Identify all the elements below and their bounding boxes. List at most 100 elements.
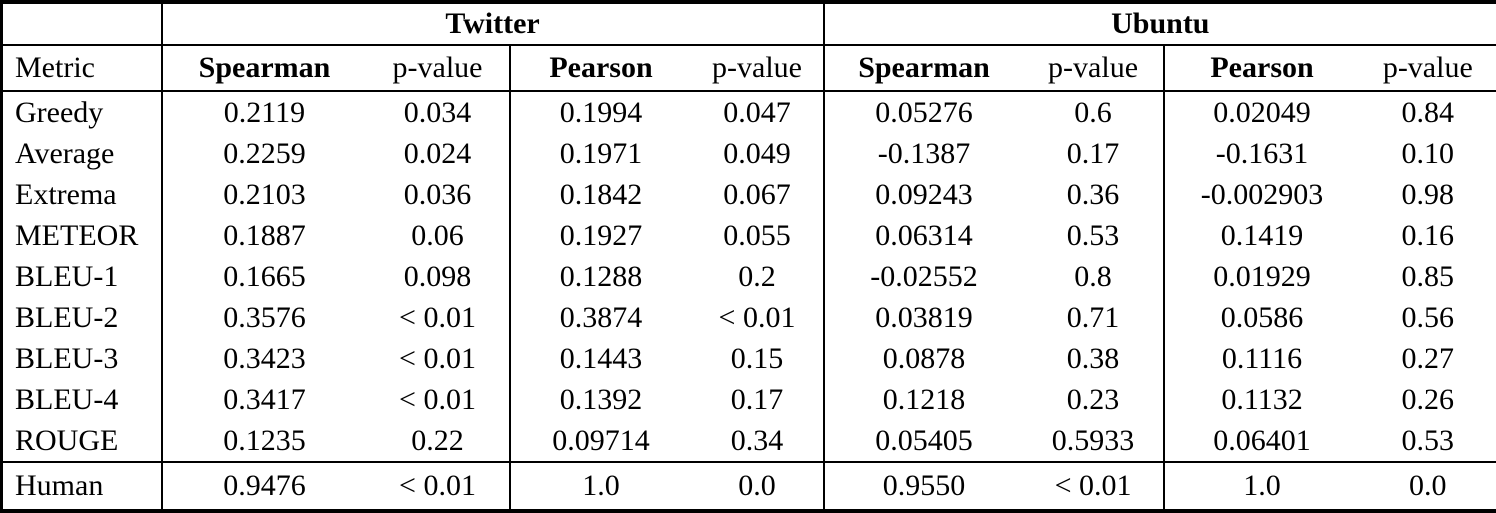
value-cell: 0.02049 xyxy=(1164,91,1360,133)
col-header-ubuntu-pearson: Pearson xyxy=(1164,45,1360,91)
value-cell: 0.1887 xyxy=(162,215,367,256)
value-cell: 1.0 xyxy=(1164,462,1360,511)
value-cell: 0.38 xyxy=(1024,338,1164,379)
value-cell: 0.2 xyxy=(692,256,824,297)
value-cell: 0.09243 xyxy=(824,174,1024,215)
group-header-twitter: Twitter xyxy=(162,2,824,45)
value-cell: 0.1116 xyxy=(1164,338,1360,379)
value-cell: 0.1288 xyxy=(510,256,692,297)
col-header-twitter-spearman-pvalue: p-value xyxy=(367,45,510,91)
table-row-greedy: Greedy 0.2119 0.034 0.1994 0.047 0.05276… xyxy=(2,91,1496,133)
value-cell: 0.53 xyxy=(1024,215,1164,256)
value-cell: 0.0586 xyxy=(1164,297,1360,338)
metric-label: Extrema xyxy=(2,174,162,215)
value-cell: 0.9550 xyxy=(824,462,1024,511)
value-cell: 0.36 xyxy=(1024,174,1164,215)
value-cell: 0.1443 xyxy=(510,338,692,379)
value-cell: 0.22 xyxy=(367,420,510,462)
table-row-bleu4: BLEU-4 0.3417 < 0.01 0.1392 0.17 0.1218 … xyxy=(2,379,1496,420)
value-cell: 0.34 xyxy=(692,420,824,462)
value-cell: 0.06 xyxy=(367,215,510,256)
value-cell: 0.03819 xyxy=(824,297,1024,338)
table-row-bleu2: BLEU-2 0.3576 < 0.01 0.3874 < 0.01 0.038… xyxy=(2,297,1496,338)
value-cell: 0.5933 xyxy=(1024,420,1164,462)
column-header-row: Metric Spearman p-value Pearson p-value … xyxy=(2,45,1496,91)
value-cell: 0.01929 xyxy=(1164,256,1360,297)
table-row-human: Human 0.9476 < 0.01 1.0 0.0 0.9550 < 0.0… xyxy=(2,462,1496,511)
table-row-meteor: METEOR 0.1887 0.06 0.1927 0.055 0.06314 … xyxy=(2,215,1496,256)
table-row-extrema: Extrema 0.2103 0.036 0.1842 0.067 0.0924… xyxy=(2,174,1496,215)
value-cell: 0.055 xyxy=(692,215,824,256)
value-cell: < 0.01 xyxy=(367,338,510,379)
table-row-bleu3: BLEU-3 0.3423 < 0.01 0.1443 0.15 0.0878 … xyxy=(2,338,1496,379)
value-cell: < 0.01 xyxy=(692,297,824,338)
value-cell: 0.0 xyxy=(692,462,824,511)
value-cell: 0.16 xyxy=(1360,215,1496,256)
value-cell: 0.84 xyxy=(1360,91,1496,133)
value-cell: -0.002903 xyxy=(1164,174,1360,215)
value-cell: < 0.01 xyxy=(367,297,510,338)
value-cell: 0.024 xyxy=(367,133,510,174)
value-cell: 0.17 xyxy=(692,379,824,420)
corner-cell xyxy=(2,2,162,45)
value-cell: 0.9476 xyxy=(162,462,367,511)
table-row-average: Average 0.2259 0.024 0.1971 0.049 -0.138… xyxy=(2,133,1496,174)
value-cell: 0.3576 xyxy=(162,297,367,338)
table-row-bleu1: BLEU-1 0.1665 0.098 0.1288 0.2 -0.02552 … xyxy=(2,256,1496,297)
col-header-twitter-pearson: Pearson xyxy=(510,45,692,91)
value-cell: 0.15 xyxy=(692,338,824,379)
value-cell: 0.09714 xyxy=(510,420,692,462)
col-header-ubuntu-spearman-pvalue: p-value xyxy=(1024,45,1164,91)
value-cell: 0.8 xyxy=(1024,256,1164,297)
value-cell: 0.26 xyxy=(1360,379,1496,420)
metric-label: BLEU-4 xyxy=(2,379,162,420)
value-cell: 1.0 xyxy=(510,462,692,511)
value-cell: -0.1631 xyxy=(1164,133,1360,174)
value-cell: 0.06401 xyxy=(1164,420,1360,462)
value-cell: -0.02552 xyxy=(824,256,1024,297)
value-cell: 0.1132 xyxy=(1164,379,1360,420)
metric-label: METEOR xyxy=(2,215,162,256)
value-cell: 0.1665 xyxy=(162,256,367,297)
value-cell: < 0.01 xyxy=(367,379,510,420)
value-cell: 0.10 xyxy=(1360,133,1496,174)
value-cell: 0.3423 xyxy=(162,338,367,379)
value-cell: 0.27 xyxy=(1360,338,1496,379)
value-cell: 0.1971 xyxy=(510,133,692,174)
col-header-ubuntu-pearson-pvalue: p-value xyxy=(1360,45,1496,91)
metric-label: Human xyxy=(2,462,162,511)
value-cell: 0.0878 xyxy=(824,338,1024,379)
value-cell: 0.71 xyxy=(1024,297,1164,338)
value-cell: 0.0 xyxy=(1360,462,1496,511)
metric-label: Average xyxy=(2,133,162,174)
value-cell: 0.034 xyxy=(367,91,510,133)
value-cell: 0.036 xyxy=(367,174,510,215)
value-cell: 0.2103 xyxy=(162,174,367,215)
value-cell: 0.1927 xyxy=(510,215,692,256)
value-cell: 0.17 xyxy=(1024,133,1164,174)
col-header-twitter-pearson-pvalue: p-value xyxy=(692,45,824,91)
metric-label: ROUGE xyxy=(2,420,162,462)
value-cell: 0.098 xyxy=(367,256,510,297)
value-cell: -0.1387 xyxy=(824,133,1024,174)
value-cell: 0.067 xyxy=(692,174,824,215)
col-header-twitter-spearman: Spearman xyxy=(162,45,367,91)
value-cell: 0.53 xyxy=(1360,420,1496,462)
value-cell: 0.56 xyxy=(1360,297,1496,338)
value-cell: 0.1218 xyxy=(824,379,1024,420)
value-cell: 0.05405 xyxy=(824,420,1024,462)
value-cell: 0.2259 xyxy=(162,133,367,174)
value-cell: 0.1392 xyxy=(510,379,692,420)
value-cell: 0.3417 xyxy=(162,379,367,420)
value-cell: 0.23 xyxy=(1024,379,1164,420)
value-cell: 0.049 xyxy=(692,133,824,174)
value-cell: < 0.01 xyxy=(1024,462,1164,511)
value-cell: 0.1994 xyxy=(510,91,692,133)
value-cell: 0.05276 xyxy=(824,91,1024,133)
value-cell: 0.98 xyxy=(1360,174,1496,215)
value-cell: 0.06314 xyxy=(824,215,1024,256)
table-row-rouge: ROUGE 0.1235 0.22 0.09714 0.34 0.05405 0… xyxy=(2,420,1496,462)
col-header-ubuntu-spearman: Spearman xyxy=(824,45,1024,91)
value-cell: 0.047 xyxy=(692,91,824,133)
metric-label: BLEU-2 xyxy=(2,297,162,338)
